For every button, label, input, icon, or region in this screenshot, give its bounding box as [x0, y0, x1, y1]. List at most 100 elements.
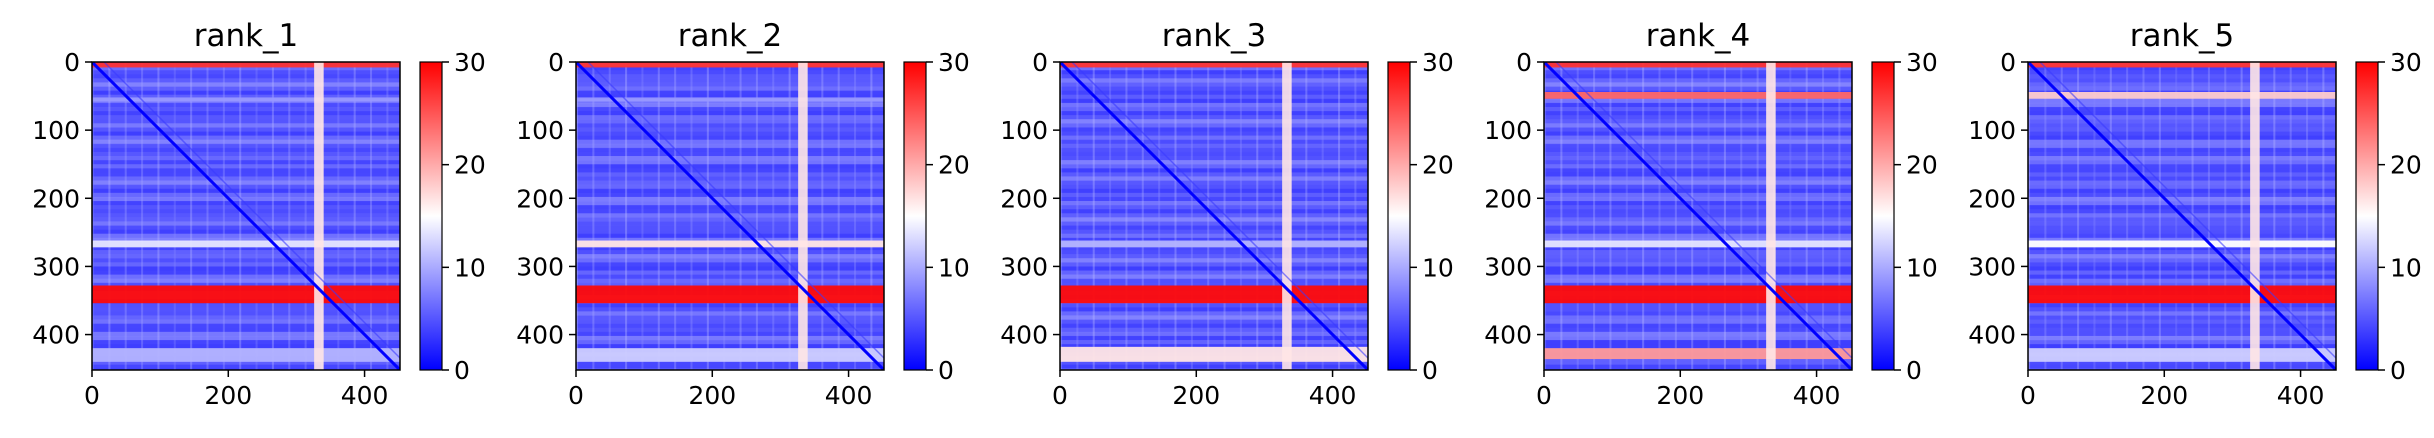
heatmap-band — [576, 147, 884, 153]
heatmap-band — [2028, 311, 2336, 316]
heatmap-column-texture — [608, 62, 611, 370]
heatmap-frame — [2027, 61, 2337, 371]
heatmap-band — [576, 311, 884, 316]
heatmap-band — [92, 160, 400, 165]
heatmap-band — [1060, 151, 1368, 157]
heatmap-band — [1060, 254, 1368, 259]
heatmap-panel-1: rank_1 0 100 200 300 400 0 200 400 0 10 20 30 — [32, 18, 486, 410]
heatmap-band — [2028, 225, 2336, 231]
x-tick-label: 400 — [825, 381, 873, 410]
heatmap-band — [1060, 98, 1368, 104]
heatmap-frame — [1543, 61, 1853, 371]
heatmap-diagonal — [2028, 62, 2336, 370]
heatmap-band — [576, 143, 884, 149]
heatmap-band — [2028, 102, 2336, 108]
y-tick-label: 100 — [1968, 116, 2016, 145]
heatmap-band — [1060, 315, 1368, 321]
heatmap-band — [1544, 127, 1852, 133]
heatmap-hot-column — [798, 62, 808, 370]
heatmap-band — [576, 115, 884, 120]
heatmap-band — [576, 266, 884, 272]
heatmap-band — [1544, 74, 1852, 79]
heatmap-band — [1060, 106, 1368, 112]
heatmap-band — [92, 335, 400, 341]
heatmap-column-texture — [2158, 62, 2161, 370]
heatmap-column-texture — [1207, 62, 1210, 370]
y-tick-label: 0 — [64, 48, 80, 77]
heatmap-band — [92, 262, 400, 267]
panel-title: rank_5 — [2130, 18, 2235, 54]
heatmap-band — [1544, 217, 1852, 222]
heatmap-band — [2028, 168, 2336, 173]
heatmap-band — [576, 335, 884, 341]
heatmap-band — [92, 250, 400, 255]
heatmap-band — [1060, 176, 1368, 182]
colorbar-tick-label: 0 — [1906, 356, 1922, 385]
heatmap-hot-row — [1544, 62, 1852, 68]
heatmap-band — [1544, 364, 1852, 370]
heatmap-band — [92, 180, 400, 186]
heatmap-band — [1060, 119, 1368, 124]
heatmap-band — [1544, 66, 1852, 71]
heatmap-band — [92, 319, 400, 325]
y-tick-label: 300 — [1000, 252, 1048, 281]
heatmap-band — [2028, 135, 2336, 141]
heatmap-band — [92, 225, 400, 231]
heatmap-band — [576, 78, 884, 83]
heatmap-band — [1544, 176, 1852, 182]
heatmap-band — [576, 237, 884, 243]
heatmap-band — [2028, 258, 2336, 263]
y-tick-label: 100 — [516, 116, 564, 145]
x-tick-label: 0 — [84, 381, 100, 410]
y-tick-label: 0 — [1516, 48, 1532, 77]
panel-title: rank_3 — [1162, 18, 1267, 54]
heatmap-band — [1544, 254, 1852, 259]
heatmap-column-texture — [2207, 62, 2210, 370]
heatmap-band — [1060, 327, 1368, 333]
heatmap-band — [1060, 245, 1368, 251]
heatmap-band — [2028, 98, 2336, 104]
heatmap-band — [2028, 119, 2336, 124]
heatmap-band — [1544, 135, 1852, 141]
heatmap-band — [1060, 196, 1368, 202]
heatmap-column-texture — [1756, 62, 1759, 370]
heatmap-band — [1544, 168, 1852, 173]
heatmap-band — [2028, 303, 2336, 308]
heatmap-band — [92, 147, 400, 153]
heatmap-band — [92, 123, 400, 128]
heatmap-column-texture — [2060, 62, 2063, 370]
heatmap-column-texture — [1707, 62, 1710, 370]
colorbar-tick-label: 10 — [938, 253, 970, 282]
heatmap-band — [1060, 172, 1368, 177]
heatmap-band — [1060, 229, 1368, 235]
heatmap-column-texture — [1723, 62, 1726, 370]
heatmap-band — [2028, 131, 2336, 137]
heatmap-column-texture — [337, 62, 340, 370]
heatmap-band — [92, 323, 400, 329]
heatmap-panel-4: rank_4 0 100 200 300 400 0 200 400 0 10 20 30 — [1484, 18, 1938, 410]
heatmap-band — [1544, 282, 1852, 288]
heatmap-band — [2028, 147, 2336, 153]
heatmap-panel-3: rank_3 0 100 200 300 400 0 200 400 0 10 20 30 — [1000, 18, 1454, 410]
panel-title: rank_1 — [194, 18, 299, 54]
heatmap-hot-row — [1060, 285, 1368, 304]
heatmap-band — [576, 102, 884, 108]
heatmap-column-texture — [288, 62, 291, 370]
x-tick-label: 0 — [568, 381, 584, 410]
heatmap-band — [1544, 303, 1852, 308]
heatmap-band — [1544, 307, 1852, 312]
heatmap-band — [576, 344, 884, 349]
heatmap-band — [576, 209, 884, 214]
heatmap-band — [1544, 70, 1852, 75]
heatmap-band — [2028, 176, 2336, 182]
y-tick-label: 100 — [1000, 116, 1048, 145]
heatmap-hot-column — [1766, 62, 1776, 370]
heatmap-band — [576, 168, 884, 173]
heatmap-band — [92, 139, 400, 145]
heatmap-frame — [91, 61, 401, 371]
heatmap-band — [2028, 196, 2336, 202]
heatmap-band — [1060, 115, 1368, 120]
heatmap-hot-row — [1060, 346, 1368, 362]
heatmap-column-texture — [108, 62, 111, 370]
heatmap-column-texture — [1190, 62, 1193, 370]
